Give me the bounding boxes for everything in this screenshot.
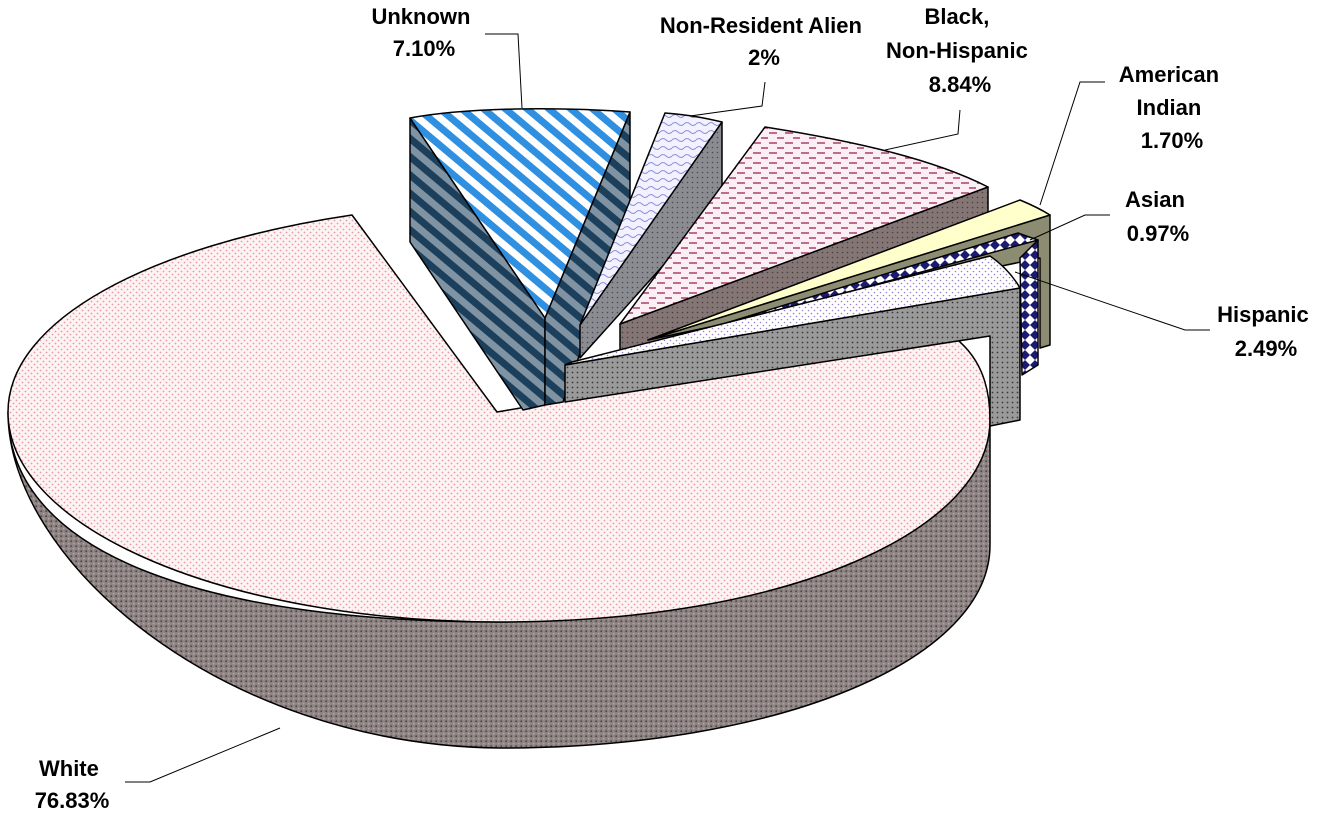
slice-asian-side	[1019, 239, 1039, 376]
label-white-value: 76.83%	[35, 788, 110, 813]
slice-nra	[579, 112, 723, 359]
label-hispanic: Hispanic 2.49%	[1217, 302, 1315, 361]
label-amind-name-1: American	[1119, 62, 1219, 87]
label-nra: Non-Resident Alien 2%	[660, 13, 868, 70]
slice-amind-top	[647, 199, 1051, 341]
leader-asian	[1029, 214, 1110, 241]
label-nra-value: 2%	[748, 45, 780, 70]
slice-white-top	[7, 214, 991, 623]
label-white-name: White	[39, 756, 99, 781]
label-black: Black, Non-Hispanic 8.84%	[886, 4, 1034, 97]
label-nra-name: Non-Resident Alien	[660, 13, 862, 38]
label-black-name-1: Black,	[925, 4, 990, 29]
slice-white-side	[7, 411, 991, 749]
leader-hispanic	[1014, 271, 1210, 331]
slice-amind	[647, 199, 1051, 349]
leader-lines	[125, 33, 1210, 783]
label-hispanic-name: Hispanic	[1217, 302, 1309, 327]
slice-nra-top	[579, 112, 723, 326]
label-hispanic-value: 2.49%	[1235, 336, 1297, 361]
label-black-value: 8.84%	[929, 72, 991, 97]
slice-black-top	[619, 126, 989, 325]
slice-white	[7, 214, 991, 749]
label-unknown-name: Unknown	[371, 4, 470, 29]
slice-unknown-top	[409, 108, 631, 319]
label-white: White 76.83%	[35, 756, 110, 813]
label-amind-value: 1.70%	[1141, 128, 1203, 153]
label-amind-name-2: Indian	[1137, 95, 1202, 120]
slice-hispanic-top	[564, 255, 1021, 366]
label-unknown-value: 7.10%	[393, 36, 455, 61]
label-asian: Asian 0.97%	[1125, 187, 1191, 246]
slice-hispanic	[564, 255, 1021, 427]
leader-amind	[1039, 81, 1105, 206]
label-black-name-2: Non-Hispanic	[886, 38, 1028, 63]
slice-unknown	[409, 108, 631, 411]
leader-unknown	[485, 33, 523, 109]
label-amind: American Indian 1.70%	[1119, 62, 1225, 153]
label-asian-value: 0.97%	[1127, 221, 1189, 246]
leader-white	[125, 727, 281, 783]
leader-nra	[689, 81, 766, 117]
leader-black	[884, 109, 961, 151]
label-asian-name: Asian	[1125, 187, 1185, 212]
label-unknown: Unknown 7.10%	[371, 4, 476, 61]
